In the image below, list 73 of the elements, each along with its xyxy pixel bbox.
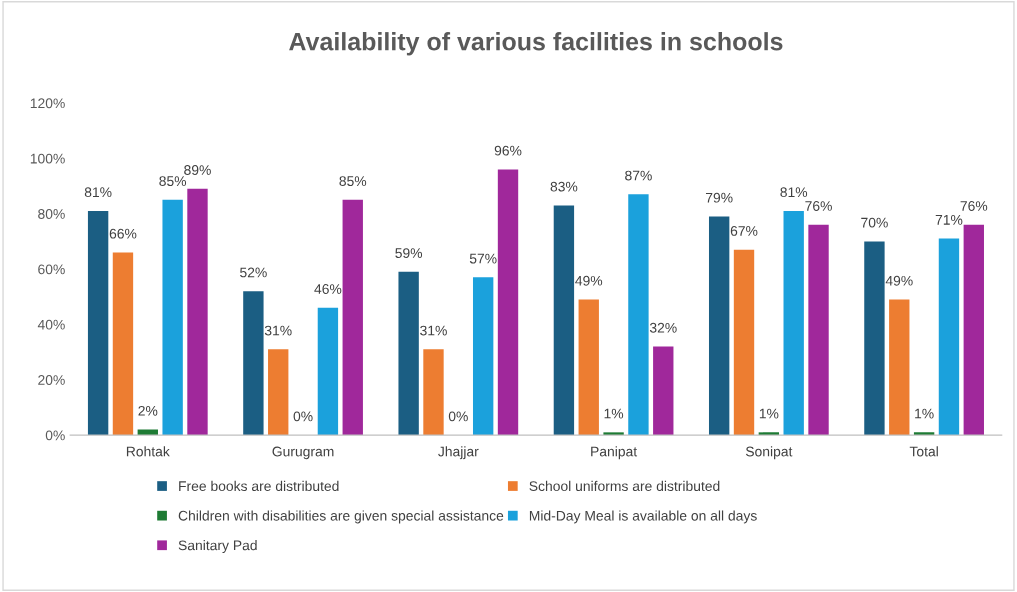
data-label: 89% [184, 165, 211, 175]
legend-label: Free books are distributed [179, 480, 339, 492]
data-label: 76% [805, 201, 832, 211]
bar [889, 299, 910, 436]
legend-label: Mid-Day Meal is available on all days [529, 510, 757, 524]
bar [423, 349, 444, 436]
legend-label: Sanitary Pad [178, 540, 257, 554]
y-tick-label: 60% [38, 264, 65, 275]
legend-label: School uniforms are distributed [529, 480, 720, 492]
bar [162, 199, 183, 436]
data-label: 1% [759, 408, 779, 419]
data-label: 71% [935, 214, 963, 225]
data-label: 52% [240, 267, 267, 278]
bar [864, 241, 885, 436]
x-tick-label: Sonipat [745, 446, 793, 460]
data-label: 81% [780, 187, 808, 198]
y-tick-label: 40% [37, 319, 65, 330]
bar [497, 169, 519, 436]
bar [187, 188, 208, 436]
data-label: 76% [960, 201, 988, 211]
x-tick-label: Rohtak [126, 446, 170, 457]
legend-label: Children with disabilities are given special assistance [178, 510, 504, 524]
data-label: 70% [861, 217, 888, 228]
data-label: 66% [109, 228, 137, 239]
bar [268, 349, 289, 436]
chart-title: Availability of various facilities in schools [289, 32, 783, 56]
bar [578, 299, 599, 436]
data-label: 31% [420, 325, 447, 336]
bar [398, 271, 419, 436]
y-tick-label: 120% [30, 98, 65, 109]
bar [783, 210, 804, 436]
data-label: 1% [604, 408, 624, 419]
bar [733, 249, 755, 436]
bar [553, 205, 575, 436]
bar [808, 224, 829, 436]
bar [87, 210, 109, 436]
bar [112, 252, 134, 436]
data-label: 1% [915, 408, 934, 419]
data-label: 2% [138, 405, 158, 416]
bar [317, 307, 339, 436]
bar [472, 277, 494, 436]
data-label: 32% [649, 322, 677, 333]
data-label: 85% [339, 176, 367, 187]
bar [243, 291, 264, 436]
x-tick-label: Gurugram [272, 446, 334, 460]
data-label: 46% [314, 284, 342, 294]
data-label: 57% [469, 253, 497, 264]
data-label: 79% [705, 192, 733, 203]
x-tick-label: Total [909, 446, 938, 457]
y-tick-label: 80% [38, 209, 65, 219]
data-label: 31% [264, 325, 292, 336]
bar [708, 216, 730, 436]
data-label: 87% [625, 170, 652, 181]
data-label: 85% [159, 176, 187, 187]
data-label: 96% [494, 145, 522, 156]
bar [342, 199, 363, 436]
data-label: 83% [550, 181, 578, 192]
bar [628, 194, 649, 436]
bar [938, 238, 960, 436]
bar [963, 224, 984, 436]
data-label: 0% [448, 411, 468, 422]
data-label: 49% [575, 275, 603, 286]
y-tick-label: 20% [38, 375, 65, 385]
data-label: 0% [293, 411, 313, 422]
y-tick-label: 100% [30, 153, 65, 164]
data-label: 59% [395, 248, 423, 258]
x-tick-label: Panipat [591, 446, 638, 460]
data-label: 49% [885, 275, 913, 286]
y-tick-label: 0% [45, 430, 65, 441]
data-label: 81% [84, 187, 112, 198]
data-label: 67% [730, 226, 758, 236]
bar [653, 346, 674, 436]
x-tick-label: Jhajjar [438, 446, 479, 460]
